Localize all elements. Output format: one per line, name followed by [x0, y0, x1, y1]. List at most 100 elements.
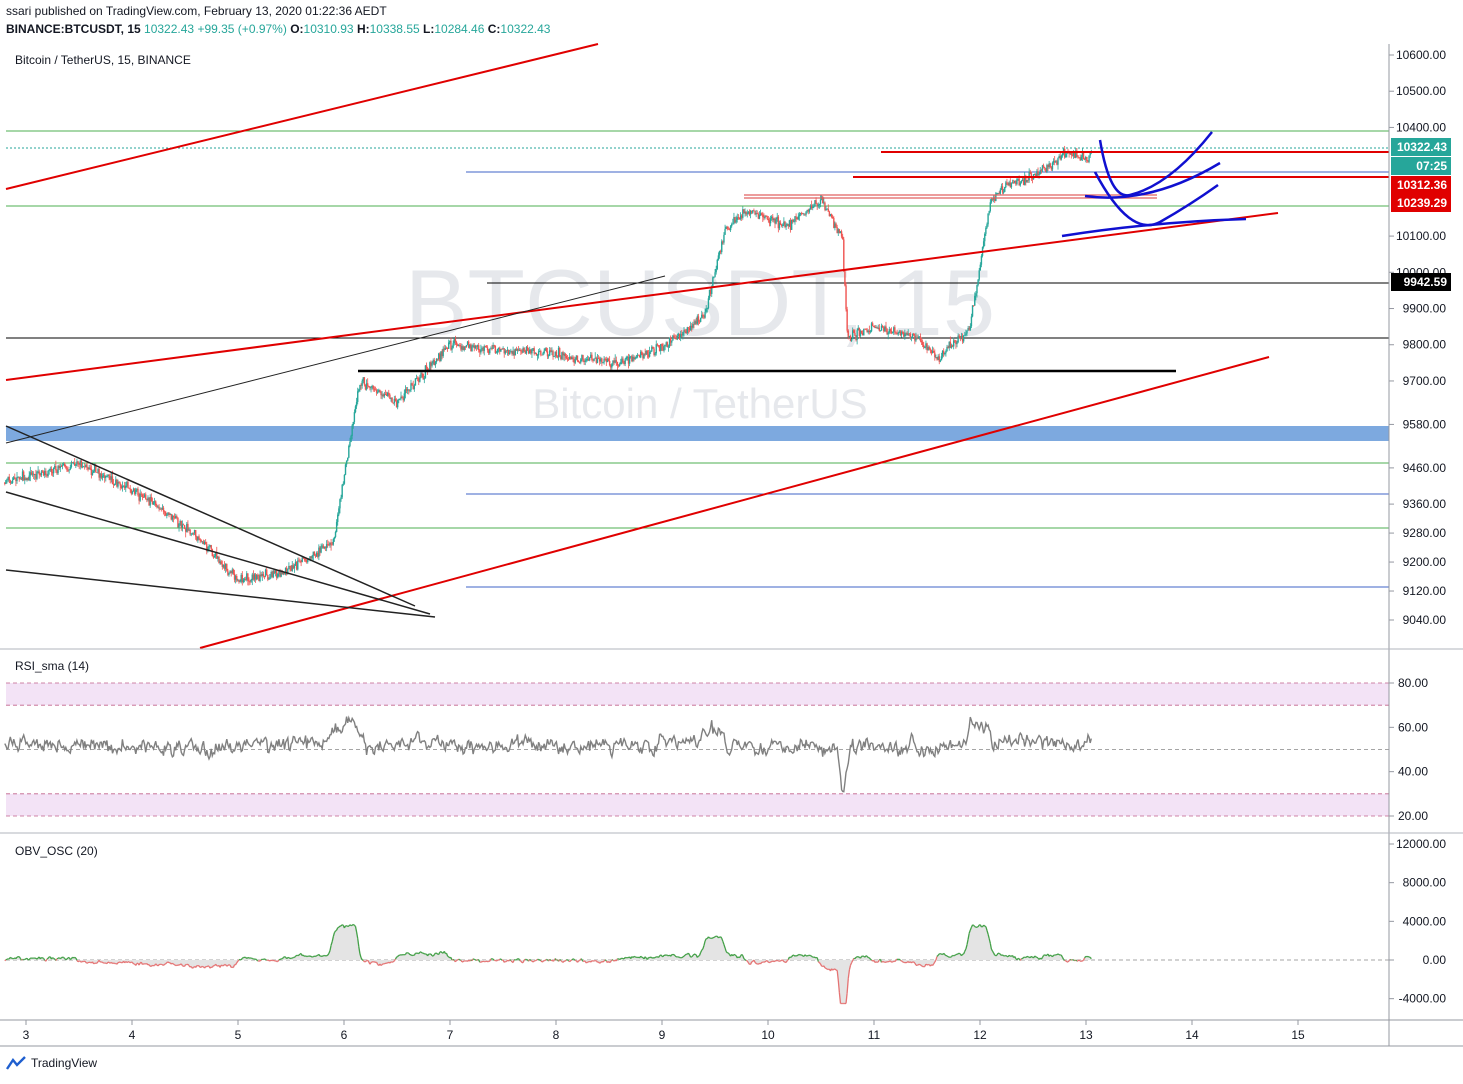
candle-body — [150, 497, 152, 502]
support-zone-band[interactable] — [6, 426, 1389, 441]
candle-body — [985, 227, 987, 234]
obv-segment — [595, 960, 598, 963]
obv-segment — [152, 964, 154, 967]
trend-line[interactable] — [5, 212, 1279, 381]
obv-segment — [640, 955, 643, 958]
candle-body — [454, 338, 457, 342]
candle-body — [237, 579, 239, 581]
obv-segment — [9, 956, 12, 959]
projection-curve[interactable] — [1084, 161, 1221, 199]
obv-segment — [227, 964, 230, 966]
obv-segment — [824, 967, 827, 969]
candle-body — [736, 217, 738, 220]
obv-segment — [604, 959, 607, 962]
candle-body — [890, 331, 893, 334]
candle-body — [681, 334, 683, 336]
obv-segment — [925, 963, 928, 966]
candle-body — [386, 392, 389, 396]
obv-segment — [631, 956, 634, 959]
open-value: 10310.93 — [303, 22, 354, 36]
projection-curve[interactable] — [1098, 131, 1213, 197]
trend-line[interactable] — [5, 275, 666, 444]
candle-body — [520, 350, 522, 352]
obv-segment — [36, 957, 39, 960]
obv-segment — [852, 958, 855, 961]
candle-body — [1087, 161, 1089, 162]
candle-body — [675, 337, 677, 340]
candle-body — [37, 471, 39, 473]
publish-info: ssari published on TradingView.com, Febr… — [6, 4, 387, 18]
candle-body — [924, 347, 926, 349]
candle-body — [605, 358, 608, 363]
candle-body — [601, 358, 603, 363]
candle-body — [557, 348, 560, 358]
candle-body — [188, 529, 190, 531]
candle-body — [546, 351, 549, 357]
obv-segment — [182, 965, 184, 967]
candle-body — [107, 474, 109, 477]
candle-body — [1079, 157, 1081, 161]
projection-curve[interactable] — [1093, 171, 1219, 227]
obv-segment — [523, 958, 526, 961]
trend-line[interactable] — [5, 43, 599, 190]
candle-body — [647, 354, 650, 357]
obv-segment — [819, 963, 823, 967]
obv-segment — [157, 964, 160, 967]
obv-segment — [967, 933, 970, 940]
candle-body — [223, 564, 226, 569]
candle-body — [560, 356, 562, 359]
candle-body — [471, 346, 473, 352]
obv-segment — [39, 957, 42, 960]
candle-body — [696, 316, 699, 324]
candle-body — [984, 233, 986, 242]
trend-line[interactable] — [5, 425, 416, 607]
candle-body — [816, 203, 818, 207]
candle-body — [667, 346, 670, 348]
candle-body — [279, 570, 281, 577]
candle-body — [808, 209, 811, 212]
candle-body — [537, 351, 540, 356]
obv-segment — [209, 966, 212, 969]
candle-body — [378, 390, 380, 392]
obv-segment — [195, 965, 198, 968]
candle-body — [347, 457, 349, 461]
obv-segment — [591, 960, 594, 962]
candle-body — [146, 499, 148, 501]
candle-body — [787, 224, 790, 227]
candle-body — [562, 352, 564, 356]
candle-body — [145, 494, 147, 500]
obv-segment — [327, 953, 330, 956]
obv-segment — [237, 959, 240, 962]
obv-segment — [933, 961, 936, 965]
obv-tick-label: -4000.00 — [1399, 992, 1447, 1006]
trend-line[interactable] — [5, 569, 436, 618]
candle-body — [828, 211, 831, 217]
candle-body — [614, 360, 616, 363]
candle-body — [514, 348, 517, 356]
obv-segment — [801, 954, 804, 957]
candle-body — [830, 213, 833, 217]
candle-body — [58, 466, 60, 469]
obv-segment — [683, 954, 686, 957]
candle-body — [135, 490, 137, 494]
obv-segment — [806, 954, 809, 957]
chart-canvas[interactable]: BTCUSDT, 15 Bitcoin / TetherUS 10600.001… — [0, 40, 1463, 1052]
candle-body — [4, 482, 6, 484]
candle-body — [252, 574, 255, 580]
obv-segment — [454, 959, 458, 963]
trend-line[interactable] — [5, 491, 431, 615]
candle-body — [617, 365, 620, 367]
candle-body — [838, 229, 841, 234]
tradingview-footer[interactable]: TradingView — [6, 1056, 97, 1070]
candle-body — [1076, 150, 1078, 156]
obv-segment — [433, 952, 436, 955]
candle-body — [923, 344, 925, 348]
candle-body — [319, 547, 321, 553]
projection-curve[interactable] — [1061, 217, 1247, 238]
obv-segment — [694, 953, 697, 956]
candle-body — [868, 330, 871, 333]
candle-body — [204, 542, 207, 545]
obv-segment — [522, 959, 525, 963]
obv-segment — [544, 958, 547, 961]
candle-body — [425, 365, 428, 369]
